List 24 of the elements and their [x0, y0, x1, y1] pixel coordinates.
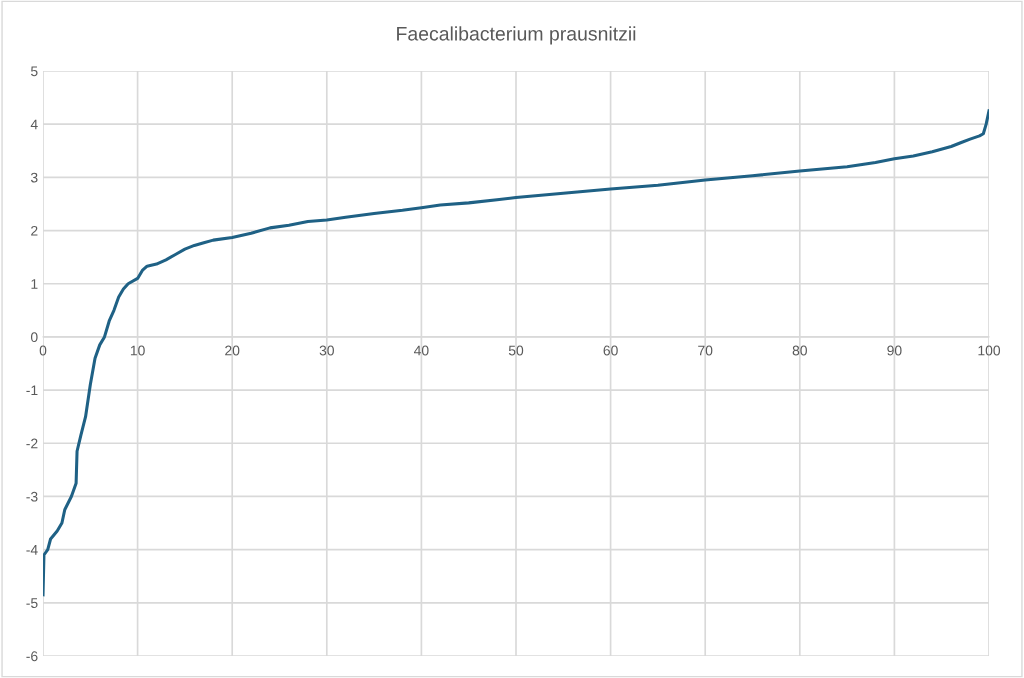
x-tick-label: 50	[508, 345, 524, 356]
x-tick-label: 90	[887, 345, 902, 356]
x-tick-label: 100	[978, 345, 1001, 356]
chart-title: Faecalibacterium prausnitzii	[397, 26, 636, 45]
y-tick-label: -6	[26, 651, 38, 662]
y-tick-label: 2	[31, 225, 38, 236]
y-tick-label: 0	[30, 332, 38, 343]
y-tick-label: -3	[26, 491, 38, 502]
y-tick-label: 3	[30, 172, 38, 183]
y-tick-label: -1	[26, 385, 38, 396]
y-tick-label: 1	[31, 279, 38, 289]
y-tick-label: 5	[30, 66, 38, 77]
y-tick-label: -2	[26, 438, 38, 449]
x-tick-label: 80	[792, 345, 807, 356]
y-tick-label: -5	[26, 598, 38, 608]
x-tick-label: 20	[225, 345, 240, 356]
x-tick-label: 60	[603, 345, 618, 356]
x-tick-label: 40	[414, 345, 429, 356]
x-tick-label: 10	[130, 345, 145, 356]
x-tick-label: 70	[698, 345, 713, 356]
x-tick-label: 30	[319, 345, 334, 356]
y-tick-label: -4	[26, 545, 38, 555]
x-tick-label: 0	[39, 345, 47, 356]
y-tick-label: 4	[30, 119, 38, 130]
